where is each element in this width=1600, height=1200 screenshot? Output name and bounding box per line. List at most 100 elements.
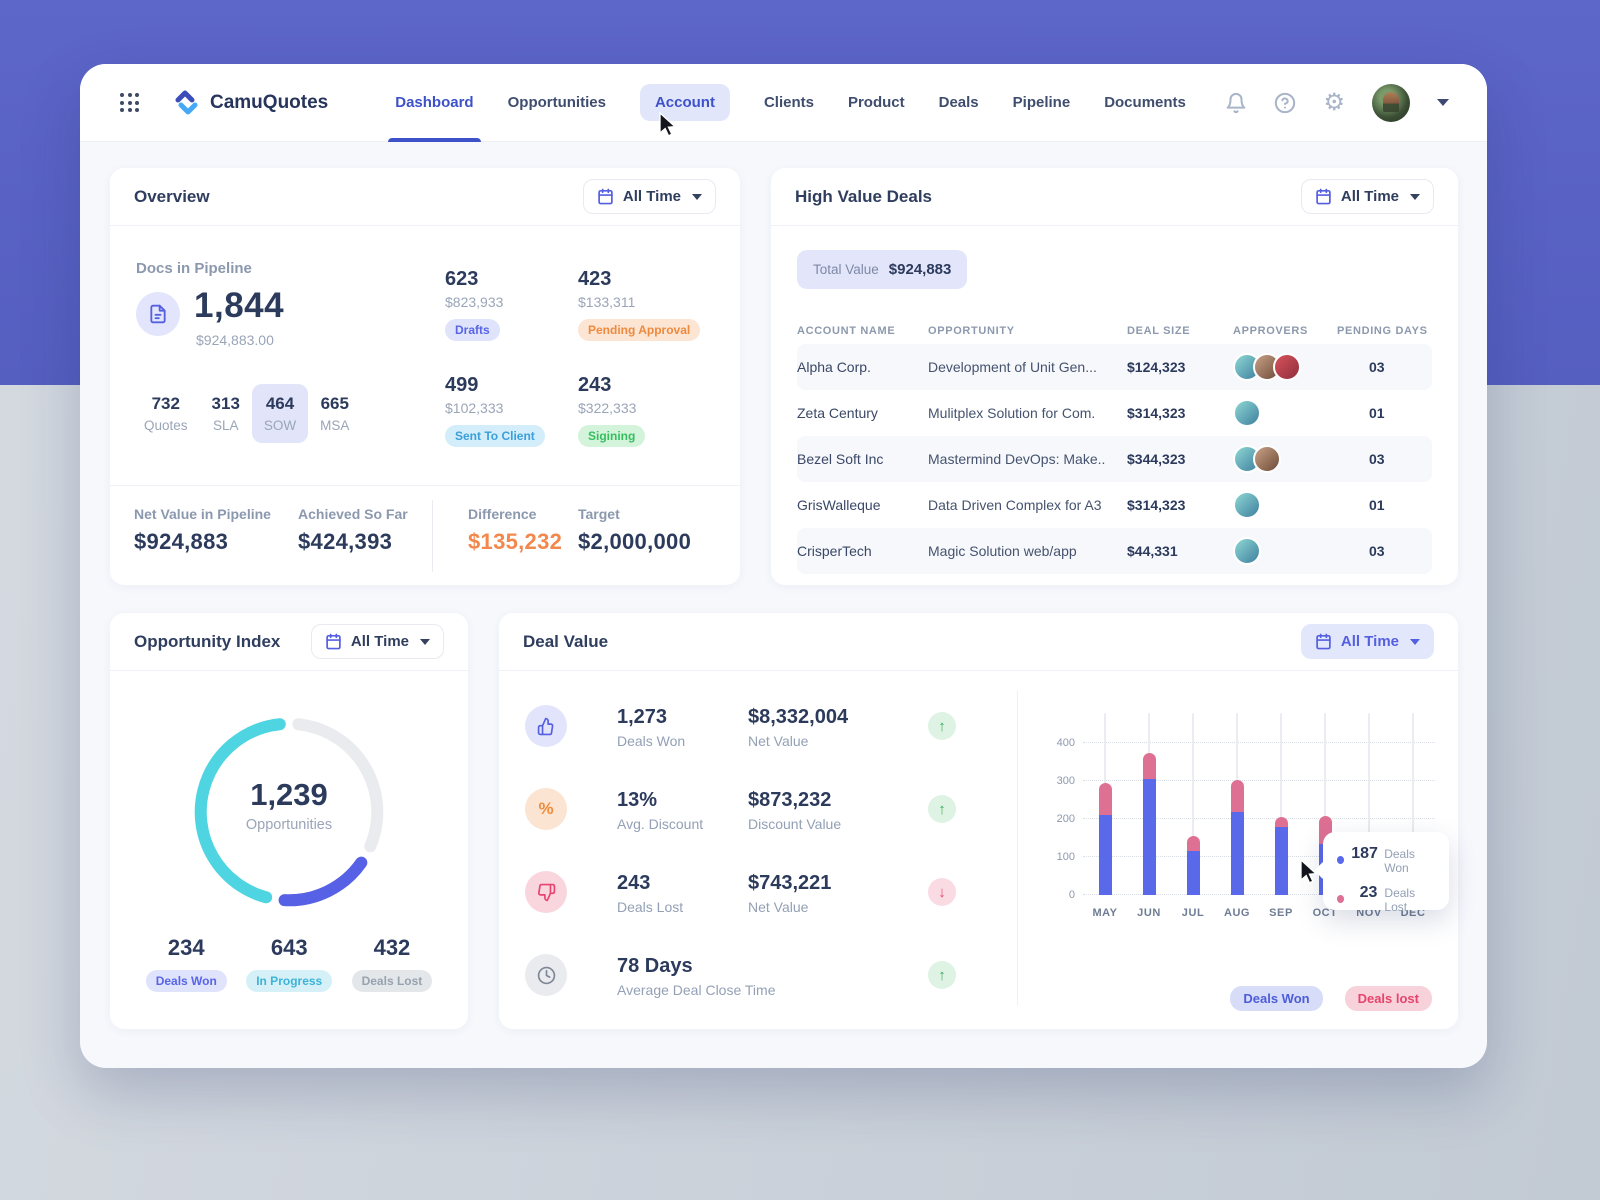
table-row[interactable]: Zeta Century Mulitplex Solution for Com. $…	[797, 390, 1432, 436]
nav-item-account[interactable]: Account	[623, 64, 747, 142]
mouse-cursor-chart	[1300, 859, 1318, 884]
status-badge: In Progress	[246, 970, 333, 992]
high-value-deals-card: High Value Deals All Time Total Value $92…	[771, 168, 1458, 585]
status-badge: Pending Approval	[578, 319, 701, 341]
clock-icon	[525, 954, 567, 996]
status-badge: Drafts	[445, 319, 500, 341]
chevron-down-icon	[1410, 193, 1420, 200]
logo-icon	[175, 90, 198, 115]
legend-deals-won: Deals Won	[1230, 986, 1323, 1011]
nav-item-opportunities[interactable]: Opportunities	[507, 94, 606, 111]
status-badge: Deals Lost	[351, 970, 433, 992]
table-header-row: ACCOUNT NAME OPPORTUNITY DEAL SIZE APPROVER…	[797, 325, 1428, 337]
opportunity-index-title: Opportunity Index	[134, 631, 281, 651]
help-icon[interactable]	[1274, 92, 1296, 114]
tooltip-won-value: 187	[1351, 845, 1378, 862]
mouse-cursor-nav	[659, 112, 677, 137]
opportunity-index-card: Opportunity Index All Time 1,239 Opportu…	[110, 613, 468, 1029]
high-value-deals-time-filter[interactable]: All Time	[1300, 179, 1434, 214]
status-badge: Sigining	[578, 425, 646, 447]
doc-type-msa[interactable]: 665 MSA	[320, 394, 350, 433]
chart-tooltip: 187 Deals Won 23 Deals Lost	[1323, 832, 1449, 914]
opportunities-label: Opportunities	[245, 817, 333, 833]
opportunities-donut-chart: 1,239 Opportunities	[182, 705, 396, 919]
calendar-icon	[1316, 633, 1331, 650]
doc-type-quotes[interactable]: 732 Quotes	[144, 394, 188, 433]
chevron-down-icon	[420, 638, 430, 645]
brand-logo[interactable]: CamuQuotes	[173, 89, 328, 116]
docs-in-pipeline-count: 1,844	[194, 286, 285, 325]
overview-time-filter[interactable]: All Time	[582, 179, 716, 214]
difference-stat: Difference $135,232	[468, 506, 563, 554]
deal-value-title: Deal Value	[523, 631, 609, 651]
avatar	[1233, 537, 1261, 565]
nav-item-product[interactable]: Product	[847, 94, 905, 111]
thumbs-down-icon	[525, 871, 567, 913]
high-value-deals-title: High Value Deals	[795, 186, 932, 206]
won-dot-icon	[1337, 856, 1345, 864]
calendar-icon	[1316, 188, 1331, 205]
avatar	[1273, 353, 1301, 381]
lost-dot-icon	[1337, 895, 1345, 903]
divider	[432, 500, 433, 572]
avatar	[1233, 491, 1261, 519]
opportunity-index-time-filter[interactable]: All Time	[310, 624, 444, 659]
table-row[interactable]: CrisperTech Magic Solution web/app $44,331…	[797, 528, 1432, 574]
nav-item-clients[interactable]: Clients	[763, 94, 814, 111]
doc-type-sla[interactable]: 313 SLA	[211, 394, 240, 433]
deals-table: ACCOUNT NAME OPPORTUNITY DEAL SIZE APPROVER…	[797, 318, 1432, 574]
trend-up-icon	[928, 795, 956, 823]
settings-gear-icon[interactable]: ⚙	[1323, 88, 1345, 116]
user-avatar[interactable]	[1372, 83, 1410, 122]
avatar	[1253, 445, 1281, 473]
nav-item-documents[interactable]: Documents	[1104, 94, 1186, 111]
deal-value-card: Deal Value All Time 1,273 Deals Won $8,33…	[499, 613, 1458, 1029]
opportunities-count: 1,239	[250, 777, 328, 812]
chevron-down-icon	[692, 193, 702, 200]
dashboard-window: CamuQuotes Dashboard Opportunities Accou…	[80, 64, 1487, 1068]
status-stat-drafts: 623 $823,933 Drafts	[445, 268, 575, 341]
status-badge: Sent To Client	[445, 425, 545, 447]
doc-type-sow[interactable]: 464 SOW	[251, 384, 309, 443]
tooltip-lost-value: 23	[1359, 884, 1378, 901]
brand-name: CamuQuotes	[210, 91, 329, 113]
opportunity-stats: 234 Deals Won 643 In Progress 432 Deals …	[110, 935, 468, 992]
deal-value-time-filter[interactable]: All Time	[1300, 624, 1434, 659]
net-value-in-pipeline-stat: Net Value in Pipeline $924,883	[134, 506, 271, 554]
notifications-bell-icon[interactable]	[1225, 92, 1247, 114]
trend-up-icon	[928, 712, 956, 740]
thumbs-up-icon	[525, 705, 567, 747]
doc-type-filters: 732 Quotes 313 SLA 464 SOW 665 MSA	[132, 384, 361, 443]
docs-in-pipeline-value: $924,883.00	[196, 332, 274, 348]
trend-up-icon	[928, 961, 956, 989]
table-row[interactable]: Alpha Corp. Development of Unit Gen... $12…	[797, 344, 1432, 390]
nav-item-dashboard[interactable]: Dashboard	[378, 64, 490, 142]
total-value-pill: Total Value $924,883	[797, 250, 968, 289]
achieved-so-far-stat: Achieved So Far $424,393	[298, 506, 408, 554]
approver-avatars	[1233, 537, 1337, 565]
user-menu-caret-icon[interactable]	[1437, 99, 1449, 106]
main-navigation: Dashboard Opportunities Account Clients …	[378, 64, 1203, 142]
target-stat: Target $2,000,000	[578, 506, 692, 554]
nav-item-pipeline[interactable]: Pipeline	[1012, 94, 1071, 111]
approver-avatars	[1233, 445, 1337, 473]
in-progress-stat: 643 In Progress	[246, 935, 333, 992]
overview-footer: Net Value in Pipeline $924,883 Achieved S…	[110, 485, 740, 585]
table-row[interactable]: Bezel Soft Inc Mastermind DevOps: Make.. $…	[797, 436, 1432, 482]
trend-down-icon	[928, 878, 956, 906]
table-row[interactable]: GrisWalleque Data Driven Complex for A3 $3…	[797, 482, 1432, 528]
status-stat-sent-to-client: 499 $102,333 Sent To Client	[445, 374, 575, 447]
calendar-icon	[598, 188, 613, 205]
calendar-icon	[326, 633, 341, 650]
status-badge: Deals Won	[145, 970, 227, 992]
legend-deals-lost: Deals lost	[1344, 986, 1432, 1011]
divider	[1017, 691, 1018, 1006]
docs-in-pipeline-label: Docs in Pipeline	[136, 260, 252, 277]
nav-item-deals[interactable]: Deals	[938, 94, 979, 111]
overview-title: Overview	[134, 186, 210, 206]
apps-grid-icon[interactable]	[120, 93, 139, 112]
approver-avatars	[1233, 491, 1337, 519]
document-icon	[136, 292, 180, 336]
approver-avatars	[1233, 399, 1337, 427]
deals-lost-stat: 432 Deals Lost	[351, 935, 433, 992]
